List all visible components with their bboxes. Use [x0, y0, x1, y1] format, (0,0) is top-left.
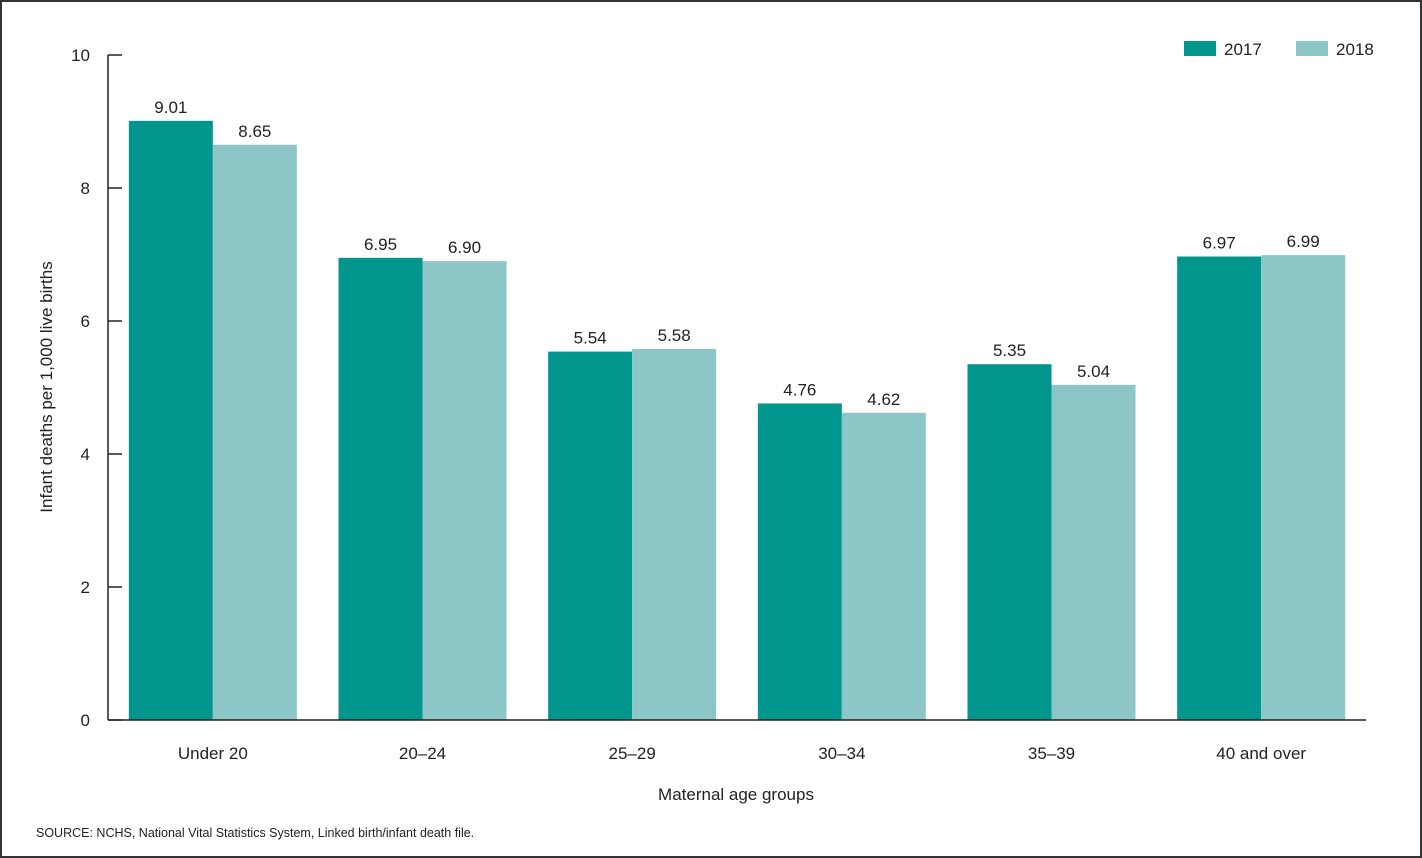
y-tick-label: 2	[81, 578, 90, 597]
data-label: 5.04	[1077, 362, 1110, 381]
bar-2018	[1261, 255, 1346, 721]
legend-label: 2018	[1336, 40, 1374, 59]
bar-2018	[841, 412, 926, 720]
legend-swatch-2017	[1184, 41, 1216, 56]
bar-2018	[422, 261, 507, 720]
x-tick-label: 40 and over	[1216, 744, 1306, 763]
y-tick-label: 8	[81, 179, 90, 198]
data-label: 4.62	[867, 390, 900, 409]
bar-2018	[1051, 384, 1136, 720]
bar-2017	[757, 403, 842, 720]
y-axis: 0 2 4 6 8 10	[71, 46, 122, 730]
y-axis-title: Infant deaths per 1,000 live births	[37, 261, 56, 512]
data-label: 6.99	[1287, 232, 1320, 251]
data-label: 5.54	[574, 329, 607, 348]
source-note: SOURCE: NCHS, National Vital Statistics …	[36, 826, 475, 840]
data-label: 6.97	[1203, 233, 1236, 252]
data-label: 5.58	[658, 326, 691, 345]
x-tick-label: 25–29	[609, 744, 656, 763]
legend-label: 2017	[1224, 40, 1262, 59]
bar-2017	[338, 257, 423, 720]
data-label: 9.01	[154, 98, 187, 117]
x-axis-title: Maternal age groups	[658, 785, 814, 804]
y-tick-label: 10	[71, 46, 90, 65]
bar-2018	[212, 144, 297, 720]
legend-swatch-2018	[1296, 41, 1328, 56]
bar-2017	[548, 351, 633, 720]
data-label: 6.90	[448, 238, 481, 257]
bars: 9.01 8.65 6.95 6.90 5.54 5.58 4.76 4.62 5.35 5.04…	[128, 98, 1346, 721]
y-tick-label: 0	[81, 711, 90, 730]
data-label: 5.35	[993, 341, 1026, 360]
data-label: 6.95	[364, 235, 397, 254]
x-tick-label: 30–34	[818, 744, 865, 763]
y-tick-label: 4	[81, 445, 90, 464]
bar-2017	[967, 364, 1052, 720]
x-tick-label: 35–39	[1028, 744, 1075, 763]
x-tick-label: 20–24	[399, 744, 446, 763]
y-tick-label: 6	[81, 312, 90, 331]
data-label: 4.76	[783, 380, 816, 399]
bar-2017	[128, 120, 213, 720]
x-tick-label: Under 20	[178, 744, 248, 763]
bar-2018	[632, 348, 717, 720]
bar-2017	[1177, 256, 1262, 720]
legend: 2017 2018	[1184, 40, 1374, 59]
x-axis: Under 20 20–24 25–29 30–34 35–39 40 and over	[108, 719, 1366, 763]
data-label: 8.65	[238, 122, 271, 141]
